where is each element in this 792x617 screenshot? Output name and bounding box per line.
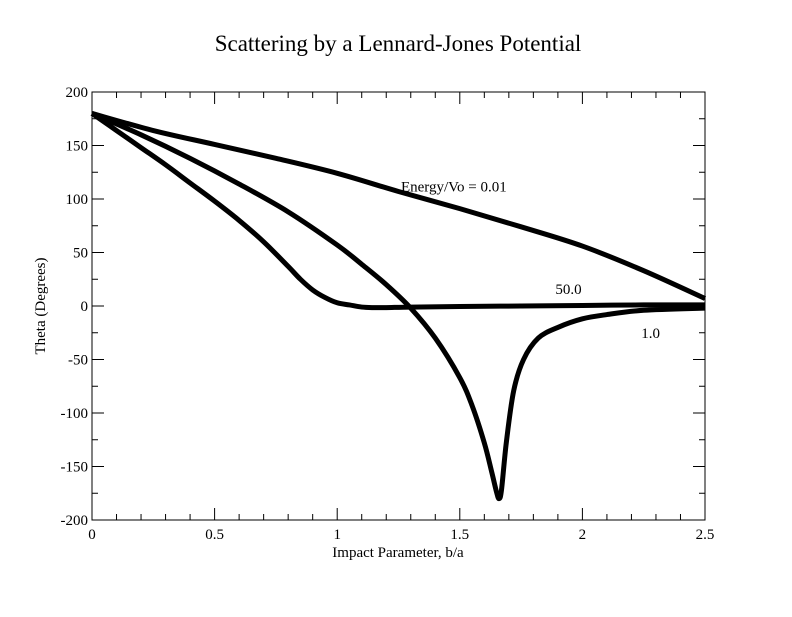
x-axis-title: Impact Parameter, b/a: [332, 545, 464, 561]
x-tick-label: 1: [333, 527, 341, 543]
y-tick-label: 200: [66, 85, 89, 101]
annotation-label-3: 1.0: [641, 326, 660, 342]
chart-title: Scattering by a Lennard-Jones Potential: [215, 31, 582, 56]
series-line-3: [90, 111, 706, 502]
annotation-label-2: 50.0: [555, 282, 581, 298]
x-tick-label: 2: [579, 527, 587, 543]
y-tick-label: -150: [61, 460, 89, 476]
annotation-layer: Energy/Vo = 0.01 50.0 1.0: [401, 180, 660, 343]
y-tick-label: -50: [68, 353, 88, 369]
y-tick-label: 50: [73, 246, 88, 262]
series-layer: [90, 110, 707, 502]
axis-tick-labels: 0 0.5 1 1.5 2 2.5 -200 -150 -100 -50 0 50 100 150 200: [61, 85, 715, 543]
y-tick-label: -100: [61, 406, 89, 422]
y-tick-label: 150: [66, 139, 89, 155]
x-tick-label: 1.5: [450, 527, 469, 543]
y-tick-label: -200: [61, 513, 89, 529]
annotation-label-1: Energy/Vo = 0.01: [401, 180, 507, 196]
x-tick-label: 0: [88, 527, 96, 543]
axis-ticks: [92, 92, 705, 520]
x-tick-label: 2.5: [696, 527, 715, 543]
series-line-1: [91, 110, 707, 301]
y-tick-label: 100: [66, 192, 89, 208]
y-axis-title: Theta (Degrees): [33, 257, 49, 354]
x-tick-label: 0.5: [205, 527, 224, 543]
y-tick-label: 0: [81, 299, 89, 315]
series-line-2: [90, 111, 706, 311]
